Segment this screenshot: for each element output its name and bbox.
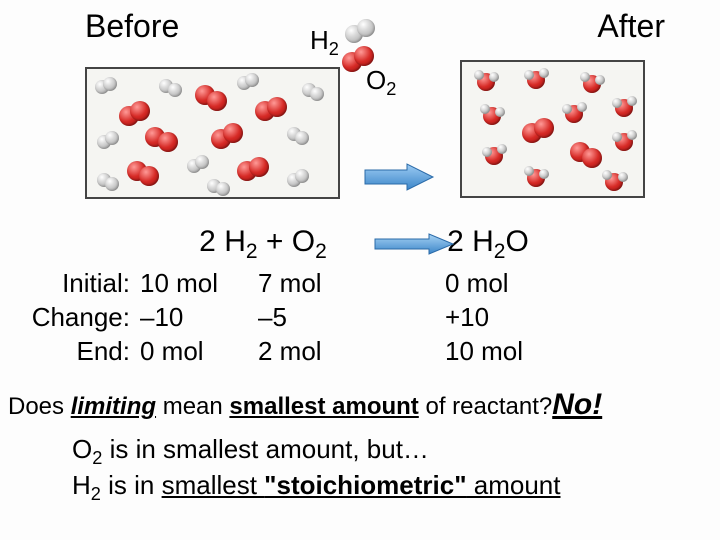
- cell: 7 mol: [258, 267, 378, 300]
- no-emphasis: No!: [552, 388, 602, 421]
- before-panel: [85, 67, 340, 199]
- cell: +10: [445, 301, 575, 334]
- h2-label: H2: [310, 25, 339, 60]
- cell: 10 mol: [445, 335, 575, 368]
- explain-line-1: O2 is in smallest amount, but…: [72, 434, 429, 469]
- cell: 10 mol: [140, 267, 265, 300]
- row-change-label: Change:: [0, 301, 130, 334]
- cell: –10: [140, 301, 265, 334]
- reaction-diagram: H2 O2: [85, 50, 645, 210]
- cell: 0 mol: [140, 335, 265, 368]
- row-initial-label: Initial:: [0, 267, 130, 300]
- question-line: Does limiting mean smallest amount of re…: [8, 388, 712, 422]
- explain-line-2: H2 is in smallest "stoichiometric" amoun…: [72, 470, 561, 505]
- o2-sample-molecule: [342, 46, 376, 80]
- cell: 2 mol: [258, 335, 378, 368]
- before-label: Before: [85, 8, 179, 45]
- reaction-arrow-icon: [363, 162, 435, 197]
- row-end-label: End:: [0, 335, 130, 368]
- after-label: After: [597, 8, 665, 45]
- equation: 2 H2 + O2 2 H2O: [0, 225, 720, 264]
- cell: 0 mol: [445, 267, 575, 300]
- equation-arrow-icon: [373, 232, 455, 261]
- cell: –5: [258, 301, 378, 334]
- after-panel: [460, 60, 645, 198]
